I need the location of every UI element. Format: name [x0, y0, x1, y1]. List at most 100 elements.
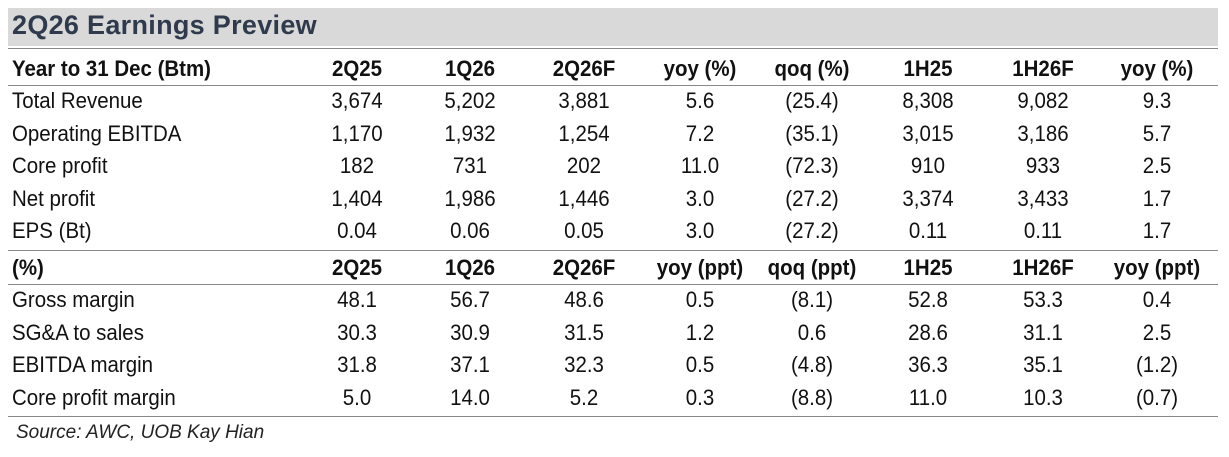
cell-value: 0.11 [1023, 218, 1063, 243]
column-header: 1H26F [1012, 56, 1074, 81]
cell-value: 10.3 [1023, 384, 1063, 410]
cell-value: 933 [1025, 153, 1061, 178]
cell-value: 1.7 [1142, 185, 1172, 211]
cell-value: 1.7 [1142, 218, 1172, 243]
column-header: 1Q26 [444, 56, 496, 81]
cell-value: 3,433 [1017, 185, 1069, 211]
row-label: SG&A to sales [12, 319, 144, 345]
cell-value: 0.3 [685, 384, 715, 410]
cell-value: 3,674 [331, 88, 383, 113]
cell-value: 1,986 [444, 185, 496, 211]
column-header: qoq (ppt) [767, 255, 857, 280]
rule [8, 85, 1218, 86]
row-label: Net profit [12, 185, 96, 211]
cell-value: 5.0 [342, 384, 372, 410]
cell-value: 5,202 [444, 88, 496, 113]
cell-value: 3.0 [685, 185, 715, 211]
row-label: Total Revenue [12, 88, 143, 113]
cell-value: 1,254 [558, 120, 610, 146]
cell-value: 0.05 [564, 218, 604, 243]
cell-value: 31.8 [337, 352, 377, 377]
cell-value: 32.3 [564, 352, 604, 377]
cell-value: (72.3) [785, 153, 839, 178]
column-header: 1H25 [903, 56, 953, 81]
cell-value: 31.1 [1023, 319, 1063, 345]
rule [8, 284, 1218, 285]
cell-value: 48.6 [564, 287, 604, 312]
cell-value: 731 [452, 153, 488, 178]
cell-value: (8.1) [790, 287, 834, 312]
rule [8, 416, 1218, 417]
cell-value: 0.06 [450, 218, 490, 243]
cell-value: (27.2) [785, 185, 839, 211]
column-header: yoy (ppt) [1113, 255, 1201, 280]
row-label: EBITDA margin [12, 352, 153, 377]
column-header: 1Q26 [444, 255, 496, 280]
cell-value: 52.8 [908, 287, 948, 312]
cell-value: 5.6 [685, 88, 715, 113]
row-label: Operating EBITDA [12, 120, 182, 146]
column-header: 2Q25 [331, 56, 383, 81]
cell-value: 11.0 [908, 384, 948, 410]
column-header: 2Q25 [331, 255, 383, 280]
cell-value: 1,446 [558, 185, 610, 211]
column-header: 2Q26F [552, 56, 616, 81]
title: 2Q26 Earnings Preview [12, 10, 317, 40]
cell-value: 0.5 [685, 287, 715, 312]
cell-value: 1,404 [331, 185, 383, 211]
column-header: 1H25 [903, 255, 953, 280]
cell-value: (35.1) [785, 120, 839, 146]
cell-value: 0.4 [1142, 287, 1172, 312]
column-header: Year to 31 Dec (Btm) [12, 56, 211, 81]
cell-value: 2.5 [1142, 319, 1172, 345]
cell-value: (25.4) [785, 88, 839, 113]
cell-value: 31.5 [564, 319, 604, 345]
cell-value: 0.11 [908, 218, 948, 243]
cell-value: 36.3 [908, 352, 948, 377]
title-bar: 2Q26 Earnings Preview [8, 8, 1218, 46]
cell-value: 202 [566, 153, 602, 178]
cell-value: (8.8) [790, 384, 834, 410]
cell-value: 5.2 [569, 384, 599, 410]
row-label: Core profit margin [12, 384, 176, 410]
column-header: yoy (ppt) [656, 255, 744, 280]
column-header: (%) [12, 255, 44, 280]
cell-value: 37.1 [450, 352, 490, 377]
cell-value: 8,308 [902, 88, 954, 113]
column-header: qoq (%) [774, 56, 850, 81]
column-header: 2Q26F [552, 255, 616, 280]
cell-value: 3,015 [902, 120, 954, 146]
cell-value: 2.5 [1142, 153, 1172, 178]
cell-value: 30.3 [337, 319, 377, 345]
row-label: Gross margin [12, 287, 135, 312]
column-header: yoy (%) [663, 56, 737, 81]
cell-value: 182 [339, 153, 375, 178]
cell-value: (0.7) [1135, 384, 1179, 410]
rule [8, 48, 1218, 49]
cell-value: (27.2) [785, 218, 839, 243]
cell-value: (1.2) [1135, 352, 1179, 377]
cell-value: 56.7 [450, 287, 490, 312]
column-header: yoy (%) [1120, 56, 1194, 81]
cell-value: 3,374 [902, 185, 954, 211]
cell-value: 30.9 [450, 319, 490, 345]
cell-value: 0.6 [797, 319, 827, 345]
source: Source: AWC, UOB Kay Hian [16, 422, 265, 443]
cell-value: 0.5 [685, 352, 715, 377]
row-label: EPS (Bt) [12, 218, 92, 243]
cell-value: 1.2 [685, 319, 715, 345]
cell-value: 7.2 [685, 120, 715, 146]
cell-value: 1,170 [331, 120, 383, 146]
cell-value: 48.1 [337, 287, 377, 312]
cell-value: 11.0 [680, 153, 720, 178]
cell-value: 28.6 [908, 319, 948, 345]
cell-value: 3,881 [558, 88, 610, 113]
cell-value: 35.1 [1023, 352, 1063, 377]
cell-value: 14.0 [450, 384, 490, 410]
cell-value: 9.3 [1142, 88, 1172, 113]
cell-value: 3.0 [685, 218, 715, 243]
cell-value: 910 [910, 153, 946, 178]
cell-value: 3,186 [1017, 120, 1069, 146]
cell-value: 9,082 [1017, 88, 1069, 113]
